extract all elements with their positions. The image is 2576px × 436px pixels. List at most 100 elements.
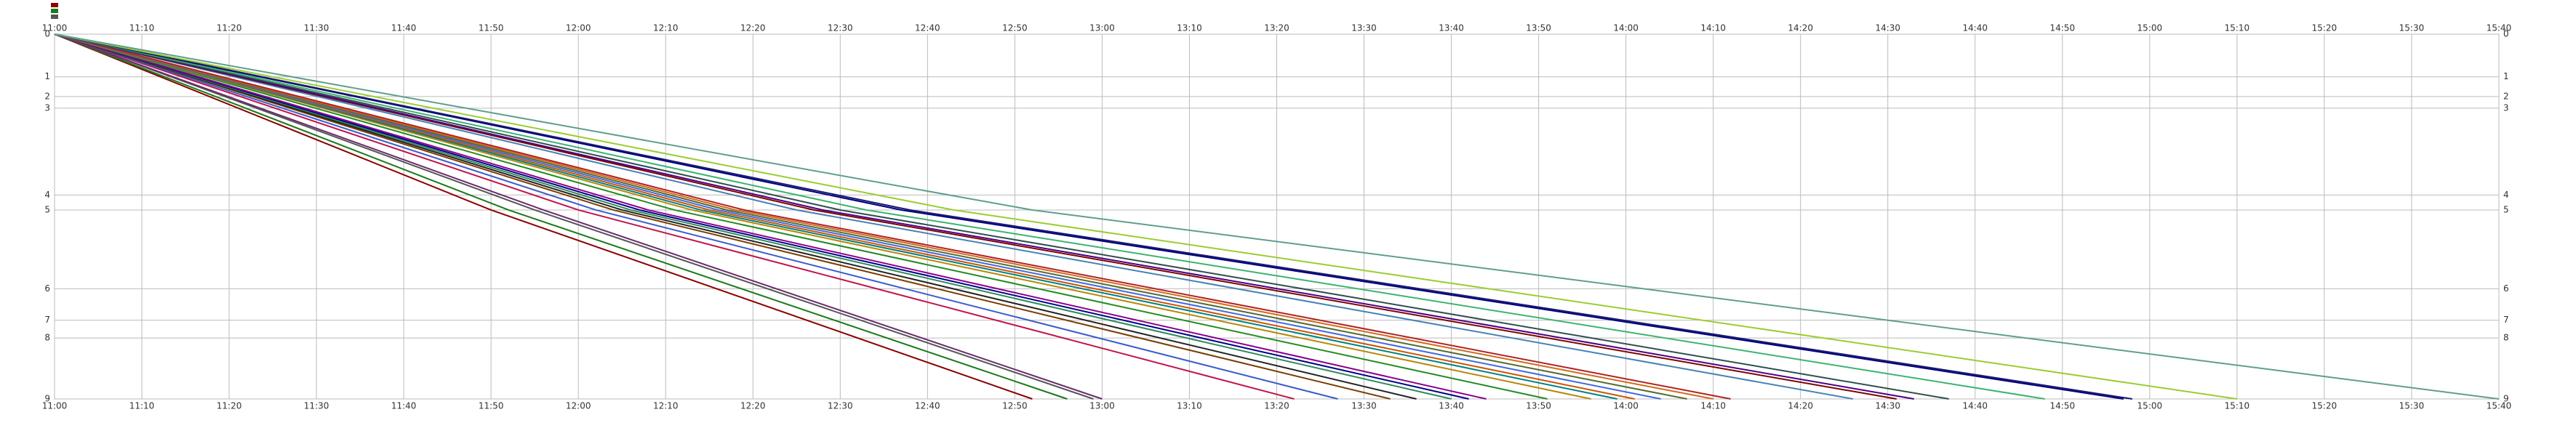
y-tick-label: 2: [2503, 91, 2509, 101]
series-line: [54, 33, 1661, 400]
x-tick-label: 12:40: [915, 23, 940, 33]
x-tick-label: 15:20: [2312, 401, 2337, 411]
series-line: [54, 33, 1731, 400]
x-tick-label: 14:20: [1788, 401, 1813, 411]
series-line: [54, 33, 1617, 400]
x-tick-label: 14:40: [1962, 401, 1988, 411]
x-tick-label: 15:20: [2312, 23, 2337, 33]
series-line: [54, 33, 1068, 400]
x-tick-label: 11:50: [479, 401, 504, 411]
x-tick-label: 13:20: [1264, 23, 1289, 33]
series-line: [54, 33, 1949, 400]
x-tick-label: 15:00: [2137, 401, 2163, 411]
x-tick-label: 12:00: [566, 401, 591, 411]
x-tick-label: 14:20: [1788, 23, 1813, 33]
x-tick-label: 11:00: [42, 23, 68, 33]
series-line: [54, 33, 1094, 400]
x-tick-label: 15:00: [2137, 23, 2163, 33]
series-line: [54, 33, 2500, 400]
series-line: [54, 33, 1548, 400]
y-tick-label: 3: [2503, 102, 2509, 113]
x-tick-label: 15:40: [2487, 401, 2512, 411]
x-tick-label: 13:30: [1351, 23, 1377, 33]
x-tick-label: 11:10: [129, 23, 155, 33]
y-tick-label: 0: [44, 29, 50, 39]
series-line: [54, 33, 1591, 400]
x-tick-label: 13:50: [1526, 23, 1551, 33]
x-tick-label: 13:20: [1264, 401, 1289, 411]
y-tick-label: 1: [2503, 71, 2509, 81]
x-tick-label: 15:30: [2399, 401, 2425, 411]
x-tick-label: 13:40: [1439, 23, 1464, 33]
series-line: [54, 33, 1033, 400]
x-tick-label: 14:00: [1613, 23, 1639, 33]
series-line: [54, 33, 1635, 400]
series-line: [54, 33, 1391, 400]
series-line: [54, 33, 1469, 400]
x-tick-label: 13:00: [1089, 401, 1115, 411]
y-tick-label: 3: [44, 102, 50, 113]
series-line: [54, 33, 1338, 400]
x-tick-label: 15:40: [2487, 23, 2512, 33]
x-tick-label: 15:10: [2225, 23, 2250, 33]
x-tick-label: 14:00: [1613, 401, 1639, 411]
y-tick-label: 7: [2503, 315, 2509, 325]
y-tick-label: 4: [2503, 190, 2509, 200]
x-tick-label: 14:50: [2050, 401, 2076, 411]
x-tick-label: 11:30: [304, 23, 329, 33]
x-tick-label: 14:50: [2050, 23, 2076, 33]
x-tick-label: 13:40: [1439, 401, 1464, 411]
x-tick-label: 12:00: [566, 23, 591, 33]
x-tick-label: 14:30: [1875, 23, 1900, 33]
y-tick-label: 5: [2503, 204, 2509, 214]
y-tick-label: 8: [2503, 333, 2509, 343]
y-tick-label: 1: [44, 71, 50, 81]
legend-icon: [51, 15, 58, 19]
y-tick-label: 6: [44, 283, 50, 294]
x-tick-label: 12:50: [1002, 23, 1028, 33]
y-tick-label: 2: [44, 91, 50, 101]
x-tick-label: 12:30: [828, 401, 853, 411]
x-tick-label: 13:10: [1177, 401, 1202, 411]
series-line: [54, 33, 1914, 400]
legend-icon: [51, 9, 58, 13]
y-tick-label: 9: [2503, 394, 2509, 404]
y-tick-label: 7: [44, 315, 50, 325]
x-tick-label: 12:20: [740, 401, 766, 411]
x-tick-label: 12:50: [1002, 401, 1028, 411]
x-tick-label: 11:00: [42, 401, 68, 411]
series-line: [54, 33, 2045, 400]
series-line: [54, 33, 1487, 400]
x-tick-label: 14:40: [1962, 23, 1988, 33]
series-line: [54, 33, 2238, 400]
y-tick-label: 4: [44, 190, 50, 200]
x-tick-label: 11:50: [479, 23, 504, 33]
x-tick-label: 11:10: [129, 401, 155, 411]
x-tick-label: 12:40: [915, 401, 940, 411]
x-tick-label: 14:10: [1700, 401, 1726, 411]
x-tick-label: 13:10: [1177, 23, 1202, 33]
x-tick-label: 15:30: [2399, 23, 2425, 33]
x-tick-label: 12:30: [828, 23, 853, 33]
x-tick-label: 11:20: [217, 23, 242, 33]
x-tick-label: 12:10: [653, 23, 679, 33]
y-tick-label: 6: [2503, 283, 2509, 294]
y-tick-label: 5: [44, 204, 50, 214]
legend-icon: [51, 3, 58, 7]
y-tick-label: 0: [2503, 29, 2509, 39]
x-tick-label: 11:40: [391, 401, 417, 411]
y-tick-label: 8: [44, 333, 50, 343]
series-line: [54, 33, 2133, 400]
series-line: [54, 33, 1295, 400]
series-line: [54, 33, 1103, 400]
x-tick-label: 13:50: [1526, 401, 1551, 411]
x-tick-label: 14:10: [1700, 23, 1726, 33]
x-tick-label: 13:00: [1089, 23, 1115, 33]
y-tick-label: 9: [44, 394, 50, 404]
x-tick-label: 14:30: [1875, 401, 1900, 411]
x-tick-label: 11:40: [391, 23, 417, 33]
x-tick-label: 12:10: [653, 401, 679, 411]
series-line: [54, 33, 1452, 400]
series-line: [54, 33, 1853, 400]
